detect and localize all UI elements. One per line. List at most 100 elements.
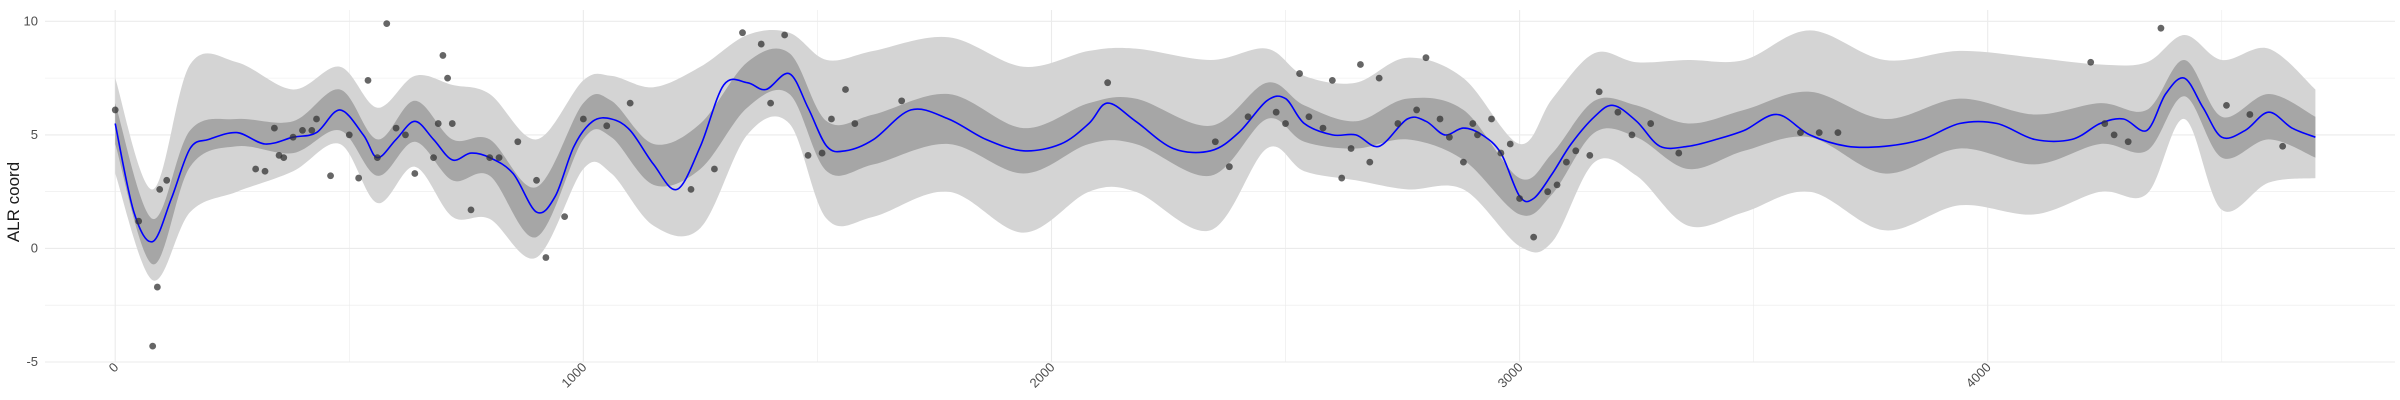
data-point	[289, 133, 297, 141]
data-point	[111, 106, 119, 114]
data-point	[1282, 120, 1289, 127]
x-tick-label: 2000	[1027, 360, 1058, 391]
data-point	[1628, 131, 1636, 139]
data-point	[2087, 58, 2095, 66]
data-point	[1445, 133, 1453, 141]
data-point	[327, 172, 334, 180]
data-point	[1347, 145, 1355, 152]
data-point	[252, 165, 260, 173]
data-point	[1516, 195, 1524, 202]
data-point	[804, 151, 812, 159]
data-point	[1834, 129, 1842, 137]
data-point	[153, 283, 161, 291]
data-point	[434, 120, 442, 127]
data-point	[495, 154, 503, 162]
data-point	[467, 206, 475, 214]
data-point	[781, 31, 789, 39]
data-point	[383, 20, 391, 28]
data-point	[1244, 113, 1252, 121]
y-axis-title: ALR coord	[4, 162, 23, 242]
data-point	[1553, 181, 1561, 189]
data-point	[411, 170, 419, 177]
data-point	[757, 40, 765, 48]
data-point	[739, 29, 746, 37]
data-point	[1357, 61, 1364, 68]
data-point	[898, 97, 906, 105]
data-point	[1675, 149, 1683, 157]
data-point	[299, 126, 306, 134]
inner-confidence-band	[115, 48, 2316, 265]
data-point	[1394, 120, 1402, 127]
data-point	[711, 165, 718, 173]
data-point	[402, 131, 409, 139]
data-point	[579, 115, 587, 123]
data-point	[1328, 77, 1336, 84]
data-point	[1469, 120, 1477, 127]
data-point	[1815, 129, 1823, 137]
data-point	[163, 176, 171, 184]
y-axis-ticks: -5 0 5 10	[24, 13, 38, 369]
y-tick-label: -5	[26, 354, 38, 369]
data-point	[1506, 140, 1514, 148]
data-point	[1104, 79, 1112, 87]
data-point	[851, 120, 859, 127]
data-point	[392, 124, 400, 132]
data-point	[1225, 163, 1233, 171]
data-point	[2101, 120, 2109, 127]
data-point	[1544, 188, 1552, 196]
data-point	[149, 342, 157, 350]
data-point	[1797, 129, 1804, 137]
data-point	[448, 120, 456, 127]
y-tick-label: 10	[24, 13, 38, 28]
data-point	[561, 213, 569, 221]
data-point	[1563, 158, 1570, 166]
inner-band-area	[115, 48, 2316, 265]
data-point	[1572, 147, 1580, 155]
data-point	[1272, 108, 1280, 116]
data-point	[2279, 142, 2287, 150]
data-point	[308, 126, 316, 134]
data-point	[1375, 74, 1383, 82]
mean-line	[114, 72, 2316, 243]
data-point	[818, 149, 826, 157]
data-point	[313, 115, 320, 123]
data-point	[2223, 101, 2230, 109]
y-tick-label: 0	[31, 240, 38, 255]
data-point	[355, 174, 363, 182]
data-point	[603, 122, 611, 130]
data-point	[542, 254, 550, 261]
y-tick-label: 5	[31, 127, 38, 142]
data-point	[2246, 111, 2254, 118]
data-point	[1319, 124, 1327, 132]
data-point	[444, 74, 451, 82]
data-point	[364, 77, 372, 84]
data-point	[1488, 115, 1495, 123]
data-point	[1366, 158, 1374, 166]
data-point	[1460, 158, 1467, 166]
data-point	[1338, 174, 1346, 182]
x-tick-label: 4000	[1963, 360, 1994, 391]
data-point	[1497, 149, 1505, 157]
data-point	[2157, 24, 2165, 32]
data-point	[1530, 233, 1538, 241]
data-point	[1422, 54, 1430, 62]
data-point	[345, 131, 353, 139]
data-point	[280, 154, 288, 162]
data-point	[261, 167, 269, 175]
data-point	[1436, 115, 1444, 123]
data-point	[135, 217, 143, 225]
x-tick-label: 1000	[558, 360, 589, 391]
data-point	[828, 115, 835, 123]
data-point	[156, 186, 164, 193]
x-axis-ticks: 0 1000 2000 3000 4000	[106, 360, 1994, 391]
data-point	[1211, 138, 1219, 146]
data-point	[486, 154, 494, 162]
data-point	[626, 99, 634, 107]
data-point	[2110, 131, 2118, 139]
data-point	[842, 86, 849, 93]
data-point	[1614, 108, 1622, 116]
data-point	[1413, 106, 1421, 114]
data-point	[1474, 131, 1481, 139]
data-point	[373, 154, 381, 162]
